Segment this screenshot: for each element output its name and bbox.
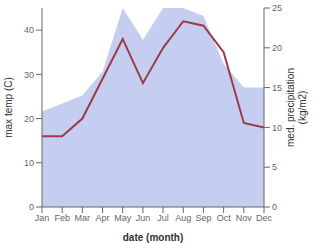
svg-text:10: 10: [24, 158, 34, 168]
svg-text:5: 5: [272, 162, 277, 172]
svg-text:med. precipitation(kg/m2): med. precipitation(kg/m2): [285, 68, 308, 147]
svg-text:Feb: Feb: [54, 213, 70, 223]
svg-text:10: 10: [272, 123, 282, 133]
svg-text:Jun: Jun: [136, 213, 151, 223]
svg-text:max temp (C): max temp (C): [8, 77, 14, 138]
svg-text:15: 15: [272, 83, 282, 93]
svg-text:Jan: Jan: [35, 213, 50, 223]
svg-text:0: 0: [272, 202, 277, 212]
svg-text:Nov: Nov: [236, 213, 253, 223]
svg-text:0: 0: [29, 202, 34, 212]
svg-text:Jul: Jul: [157, 213, 169, 223]
svg-text:May: May: [114, 213, 132, 223]
svg-text:40: 40: [24, 25, 34, 35]
svg-text:Aug: Aug: [175, 213, 191, 223]
svg-text:Sep: Sep: [195, 213, 211, 223]
svg-text:30: 30: [24, 70, 34, 80]
svg-text:25: 25: [272, 3, 282, 13]
svg-text:Mar: Mar: [75, 213, 91, 223]
svg-text:Dec: Dec: [256, 213, 273, 223]
svg-text:Oct: Oct: [217, 213, 232, 223]
svg-text:Apr: Apr: [96, 213, 110, 223]
svg-text:date (month): date (month): [123, 232, 184, 243]
svg-text:20: 20: [272, 43, 282, 53]
svg-text:20: 20: [24, 114, 34, 124]
